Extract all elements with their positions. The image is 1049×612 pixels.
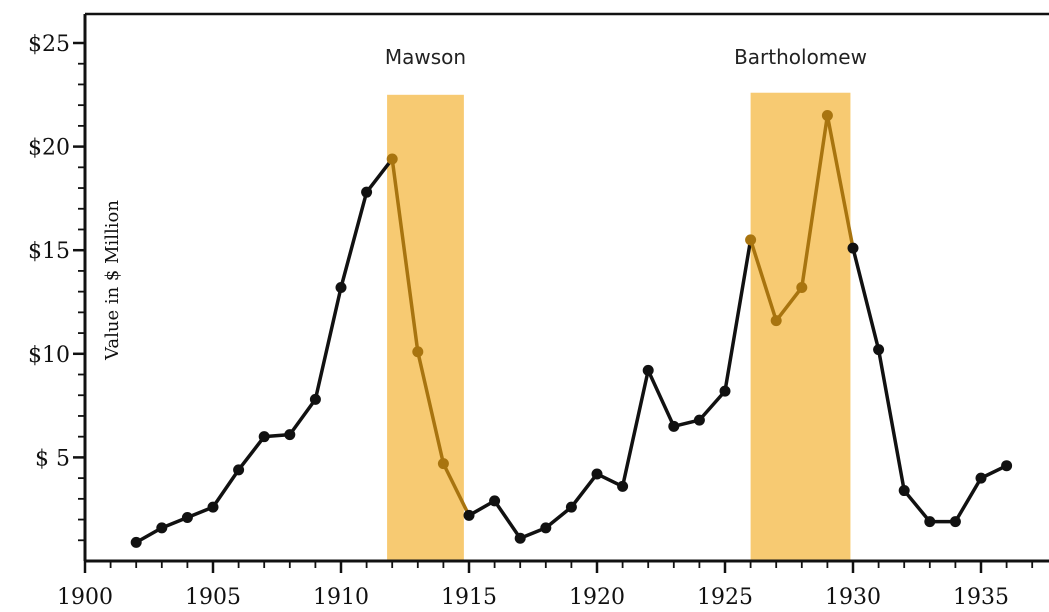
data-point [617,480,629,492]
x-tick-label: 1920 [569,585,625,610]
series-segment [236,434,266,472]
series-segment [390,157,420,354]
data-point [924,516,936,528]
highlight-band-0 [387,94,464,562]
data-point [668,420,680,432]
data-point [975,472,987,484]
data-point [233,464,245,476]
highlight-bands [387,92,851,562]
x-tick-label: 1930 [825,585,881,610]
data-point [693,414,705,426]
series-segment [211,468,241,509]
x-tick-label: 1935 [953,585,1009,610]
series-segment [339,190,369,290]
data-point [361,186,373,198]
data-point [284,429,296,441]
series-segment [492,499,522,540]
data-point [463,509,475,521]
x-tick-label: 1910 [313,585,369,610]
data-point [796,281,808,293]
y-tick-label: $20 [28,136,70,161]
data-point [514,532,526,544]
data-point [565,501,577,513]
series-points [130,110,1013,548]
data-point [437,458,449,470]
data-point [949,516,961,528]
x-tick-label: 1905 [185,585,241,610]
data-point [745,234,757,246]
highlight-band-1 [750,92,851,561]
data-point [156,522,168,534]
x-tick-label: 1900 [57,585,113,610]
series-segment [723,238,753,393]
series-segment [288,397,318,437]
data-point [642,364,654,376]
series-segment [646,368,676,429]
data-point [335,281,347,293]
x-tick-label: 1915 [441,585,497,610]
series-segment [902,488,932,524]
data-point [847,242,859,254]
series-segment [620,368,650,489]
series-segment [825,113,855,250]
data-point [130,536,142,548]
band-label-1: Bartholomew [734,45,867,69]
data-point [898,485,910,497]
data-point [386,153,398,165]
data-point [821,110,833,122]
axes [83,12,1049,563]
series-segment [748,238,778,323]
series-segment [953,476,983,524]
data-point [207,501,219,513]
series-segment [876,347,906,493]
series-segment [364,157,394,194]
x-tick-label: 1925 [697,585,753,610]
data-point [412,346,424,358]
series-segment [416,349,446,466]
series-segment [774,285,804,323]
data-point [540,522,552,534]
series-segment [569,472,599,509]
y-tick-label: $10 [28,343,70,368]
band-annotations: Mawson Bartholomew [385,45,867,69]
y-axis-label: Value in $ Million [102,200,123,361]
data-point [770,315,782,327]
data-point [489,495,501,507]
series-segment [697,389,727,422]
y-tick-label: $15 [28,239,70,264]
data-point [258,431,270,443]
series-segment [441,461,471,518]
data-point [591,468,603,480]
data-point [181,511,193,523]
data-point [1001,460,1013,472]
y-tick-labels: $ 5 $10 $15 $20 $25 [28,32,70,471]
y-tick-label: $ 5 [35,446,70,471]
data-point [719,385,731,397]
band-label-0: Mawson [385,45,466,69]
tick-marks [73,41,1034,573]
series-lines [134,113,1009,545]
series-segment [313,285,343,402]
data-point [309,393,321,405]
data-point [873,344,885,356]
x-tick-labels: 1900 1905 1910 1915 1920 1925 1930 1935 [57,585,1009,610]
series-segment [800,113,830,290]
y-tick-label: $25 [28,32,70,57]
series-segment [851,246,881,352]
